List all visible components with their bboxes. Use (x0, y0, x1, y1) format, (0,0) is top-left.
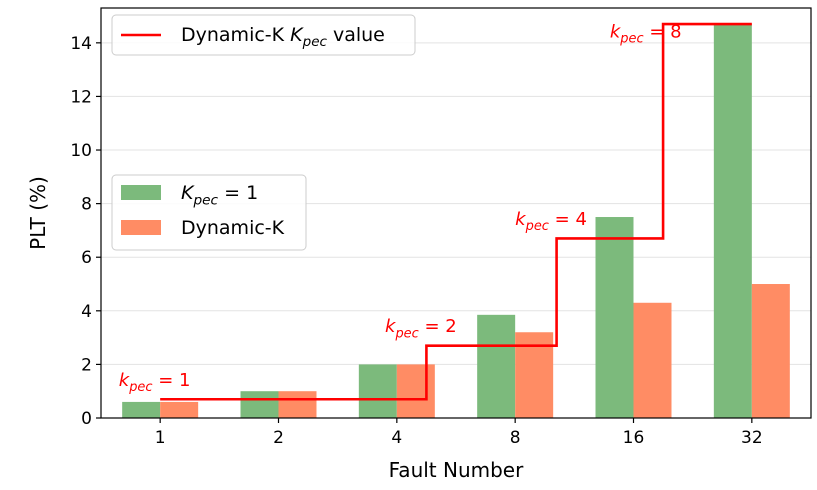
legend-line: Dynamic-K Kpec value (111, 14, 416, 56)
bar-series (122, 24, 790, 419)
x-tick-label: 1 (155, 428, 166, 448)
legend-bars: Kpec = 1 Dynamic-K (111, 174, 307, 251)
bar-series2-4 (396, 364, 435, 418)
legend-label-dynamic: Dynamic-K (181, 217, 285, 239)
legend-line-box (111, 14, 416, 56)
kpec-annotation-4: kpec = 8 (610, 21, 682, 46)
y-tick-label: 0 (81, 409, 92, 429)
x-axis-label: Fault Number (389, 458, 524, 482)
bar-series2-16 (633, 302, 672, 418)
kpec-step-line (160, 22, 752, 401)
kpec-annotation-2: kpec = 2 (385, 316, 457, 341)
y-axis-label: PLT (%) (26, 176, 50, 250)
y-tick-label: 8 (81, 195, 92, 215)
kpec-annotation-3: kpec = 4 (515, 209, 587, 234)
y-tick-label: 4 (81, 302, 92, 322)
plot-frame (100, 7, 812, 419)
bar-series2-2 (278, 391, 317, 418)
bar-series2-1 (160, 401, 199, 418)
x-tick-label: 2 (273, 428, 284, 448)
y-tick-label: 10 (70, 141, 92, 161)
x-tick-label: 8 (510, 428, 521, 448)
bar-series1-1 (122, 401, 161, 418)
legend-swatch-kpec1 (121, 185, 161, 200)
y-tick-label: 6 (81, 248, 92, 268)
bar-series1-8 (477, 314, 516, 418)
legend-line-label: Dynamic-K Kpec value (181, 24, 385, 50)
bar-series1-4 (358, 364, 397, 418)
x-tick-label: 32 (741, 428, 763, 448)
kpec-annotation-1: kpec = 1 (119, 370, 191, 395)
y-tick-label: 14 (70, 34, 92, 54)
x-tick-label: 4 (391, 428, 402, 448)
x-tick-label: 16 (623, 428, 645, 448)
bar-series2-32 (751, 284, 790, 418)
bar-series1-16 (595, 217, 634, 418)
y-tick-label: 2 (81, 355, 92, 375)
bar-series1-2 (240, 391, 279, 418)
legend-label-kpec1: Kpec = 1 (181, 182, 258, 208)
bar-series1-32 (713, 24, 752, 419)
kpec-annotations: kpec = 1 kpec = 2 kpec = 4 kpec = 8 (119, 21, 682, 394)
y-tick-label: 12 (70, 87, 92, 107)
kpec-step-polyline (160, 22, 752, 401)
legend-swatch-dynamic (121, 220, 161, 235)
